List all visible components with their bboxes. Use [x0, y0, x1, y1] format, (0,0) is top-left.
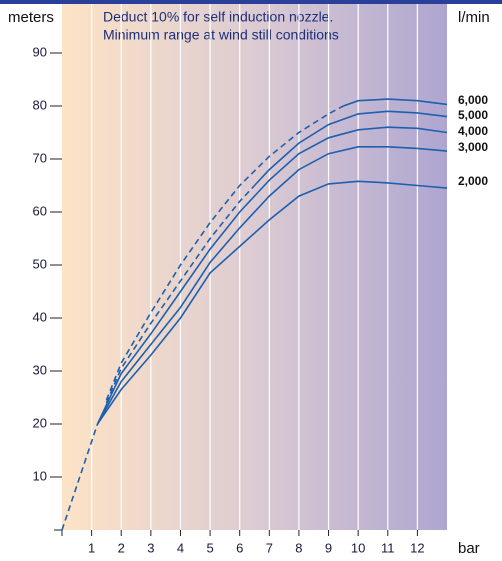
x-tick-label: 6: [236, 540, 243, 555]
y-tick-label: 70: [33, 150, 47, 165]
series-label: 3,000: [458, 140, 488, 154]
x-tick-label: 1: [88, 540, 95, 555]
y-tick-label: 40: [33, 309, 47, 324]
x-tick-label: 2: [118, 540, 125, 555]
x-tick-label: 8: [295, 540, 302, 555]
x-tick-label: 12: [410, 540, 424, 555]
line: [96, 180, 448, 425]
y-axis-label: meters: [8, 9, 54, 26]
x-axis-label: bar: [458, 540, 480, 557]
x-tick-label: 10: [351, 540, 365, 555]
y-tick-label: 90: [33, 44, 47, 59]
series-unit: l/min: [458, 9, 490, 26]
y-tick-label: 50: [33, 256, 47, 271]
y-tick-label: 60: [33, 203, 47, 218]
line: [253, 110, 448, 187]
y-tick-label: 20: [33, 415, 47, 430]
x-tick-label: 9: [325, 540, 332, 555]
line: [96, 126, 448, 425]
x-tick-label: 5: [206, 540, 213, 555]
x-tick-label: 3: [147, 540, 154, 555]
x-tick-label: 11: [381, 540, 395, 555]
y-tick-label: 80: [33, 97, 47, 112]
line: [343, 98, 448, 107]
series-label: 6,000: [458, 93, 488, 107]
x-tick-label: 7: [266, 540, 273, 555]
plot-background: [62, 4, 447, 530]
x-tick-label: 4: [177, 540, 184, 555]
line: [96, 146, 448, 425]
series-label: 4,000: [458, 124, 488, 138]
note: Deduct 10% for self induction nozzle.: [103, 9, 333, 25]
series-label: 5,000: [458, 108, 488, 122]
note: Minimum range at wind still conditions: [103, 27, 339, 43]
y-tick-label: 10: [33, 468, 47, 483]
y-tick-label: 30: [33, 362, 47, 377]
top-bar: [0, 0, 502, 4]
series-label: 2,000: [458, 174, 488, 188]
dashed-line: [61, 423, 99, 531]
dashed-line: [105, 184, 256, 404]
dashed-line: [105, 105, 344, 401]
